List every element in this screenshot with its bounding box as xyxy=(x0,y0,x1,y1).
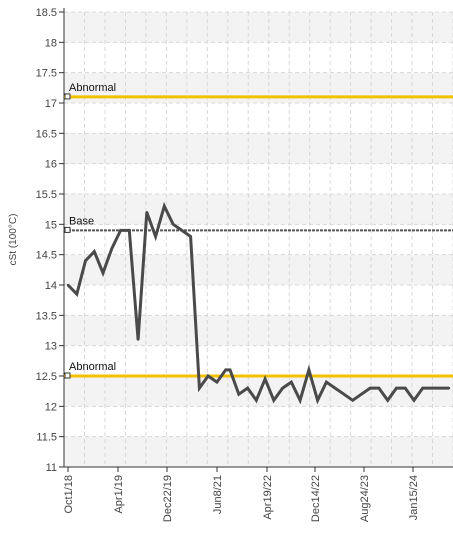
grid-band xyxy=(64,224,453,255)
data-point xyxy=(255,399,258,402)
data-point xyxy=(360,393,363,396)
data-point xyxy=(368,386,372,390)
reference-marker xyxy=(64,93,71,100)
abnormal-label: Abnormal xyxy=(69,82,116,94)
x-tick-label: Apr1/19 xyxy=(113,475,125,514)
data-point xyxy=(395,386,398,390)
y-tick-label: 15 xyxy=(45,219,57,231)
data-point xyxy=(421,386,424,390)
x-tick-label: Dec14/22 xyxy=(310,475,322,522)
data-point xyxy=(128,229,131,232)
data-point xyxy=(447,386,451,390)
data-point xyxy=(439,386,442,390)
data-point xyxy=(101,271,105,275)
y-tick-label: 11 xyxy=(46,462,57,474)
data-point xyxy=(263,377,267,381)
data-point xyxy=(377,386,381,390)
grid-band xyxy=(64,285,453,316)
y-tick-label: 15.5 xyxy=(36,189,57,201)
grid-band xyxy=(64,12,453,43)
grid-band xyxy=(64,42,453,73)
data-point xyxy=(351,399,354,402)
data-point xyxy=(237,393,240,396)
data-point xyxy=(206,374,210,378)
data-point xyxy=(154,235,157,238)
reference-marker xyxy=(64,372,71,379)
x-tick-label: Aug24/23 xyxy=(359,475,371,522)
grid-band xyxy=(64,72,453,103)
y-tick-label: 11.5 xyxy=(36,432,57,444)
data-point xyxy=(342,393,346,396)
y-axis-title: cSt (100°C) xyxy=(8,214,19,266)
data-point xyxy=(316,399,319,402)
base-label: Base xyxy=(69,215,94,227)
grid-band xyxy=(64,133,453,164)
data-point xyxy=(224,368,227,372)
grid-band xyxy=(64,406,453,437)
data-point xyxy=(281,386,284,390)
data-point xyxy=(298,399,302,402)
y-tick-label: 14.5 xyxy=(36,250,57,262)
abnormal-label: Abnormal xyxy=(69,361,116,373)
y-tick-label: 13 xyxy=(45,341,57,353)
grid-band xyxy=(64,254,453,285)
y-tick-label: 18.5 xyxy=(36,7,57,19)
x-tick-label: Jan15/24 xyxy=(408,475,420,520)
x-tick-label: Dec22/19 xyxy=(162,475,174,522)
x-tick-label: Jun8/21 xyxy=(212,475,224,514)
data-point xyxy=(171,223,175,226)
x-tick-label: Apr19/22 xyxy=(262,475,274,520)
data-point xyxy=(430,386,433,390)
grid-band xyxy=(64,103,453,134)
data-point xyxy=(307,368,311,372)
data-point xyxy=(386,399,389,402)
data-point xyxy=(84,259,87,262)
data-point xyxy=(198,386,201,390)
data-point xyxy=(215,380,219,384)
y-tick-label: 18 xyxy=(45,37,57,49)
data-point xyxy=(246,386,249,390)
y-tick-label: 14 xyxy=(45,280,57,292)
data-point xyxy=(189,235,192,238)
grid-band xyxy=(64,194,453,225)
data-point xyxy=(180,229,184,232)
data-point xyxy=(333,386,337,390)
data-point xyxy=(136,338,140,341)
data-point xyxy=(110,247,113,250)
data-point xyxy=(412,399,416,402)
grid-band xyxy=(64,163,453,194)
grid-band xyxy=(64,436,453,467)
grid-band xyxy=(64,315,453,346)
data-point xyxy=(145,211,149,214)
grid-band xyxy=(64,345,453,376)
y-tick-label: 16 xyxy=(45,159,57,171)
data-point xyxy=(290,380,293,384)
y-tick-label: 16.5 xyxy=(36,128,57,140)
data-point xyxy=(404,386,407,390)
data-point xyxy=(66,283,70,287)
data-point xyxy=(93,250,96,253)
data-point xyxy=(325,380,328,384)
y-tick-label: 13.5 xyxy=(36,310,57,322)
reference-marker xyxy=(64,226,71,233)
y-tick-label: 12 xyxy=(45,401,57,413)
y-tick-label: 12.5 xyxy=(36,371,57,383)
y-tick-label: 17 xyxy=(45,98,57,110)
data-point xyxy=(119,229,122,232)
data-point xyxy=(163,204,166,208)
y-tick-label: 17.5 xyxy=(36,68,57,80)
data-point xyxy=(228,368,232,372)
x-tick-label: Oct1/18 xyxy=(63,475,75,514)
data-point xyxy=(75,292,78,296)
data-point xyxy=(272,399,276,402)
